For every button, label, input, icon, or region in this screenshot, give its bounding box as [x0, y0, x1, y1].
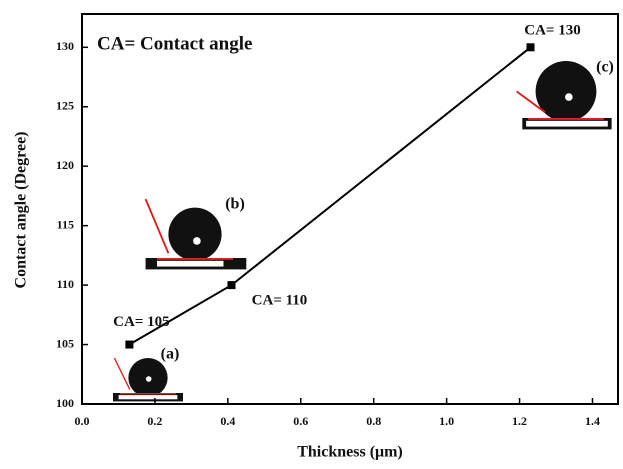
x-tick-label: 0.8	[366, 414, 381, 428]
chart-title: CA= Contact angle	[97, 33, 252, 54]
y-tick-label: 120	[56, 158, 74, 172]
data-label: CA= 105	[113, 314, 169, 330]
y-axis-label: Contact angle (Degree)	[13, 132, 30, 289]
data-point	[227, 281, 235, 289]
inset-label: (a)	[161, 346, 180, 363]
x-tick-label: 0.4	[220, 414, 235, 428]
inset-label: (c)	[596, 59, 614, 76]
x-tick-label: 1.4	[585, 414, 600, 428]
y-tick-label: 130	[56, 39, 74, 53]
x-tick-label: 0.6	[293, 414, 308, 428]
x-tick-label: 0.0	[75, 414, 90, 428]
x-axis-label: Thickness (μm)	[297, 444, 403, 461]
data-point	[125, 341, 133, 349]
x-tick-label: 1.0	[439, 414, 454, 428]
y-tick-label: 100	[56, 396, 74, 410]
data-label: CA= 130	[524, 23, 580, 39]
data-label: CA= 110	[252, 293, 308, 309]
y-tick-label: 125	[56, 98, 74, 112]
x-tick-label: 1.2	[512, 414, 527, 428]
chart: CA= Contact angle Thickness (μm) Contact…	[0, 0, 623, 469]
droplet-inset	[113, 358, 183, 401]
data-point	[526, 43, 534, 51]
y-tick-label: 105	[56, 336, 74, 350]
data-line	[129, 47, 530, 344]
x-tick-label: 0.2	[147, 414, 162, 428]
y-tick-label: 110	[57, 277, 74, 291]
y-tick-label: 115	[57, 217, 74, 231]
inset-label: (b)	[225, 196, 245, 213]
